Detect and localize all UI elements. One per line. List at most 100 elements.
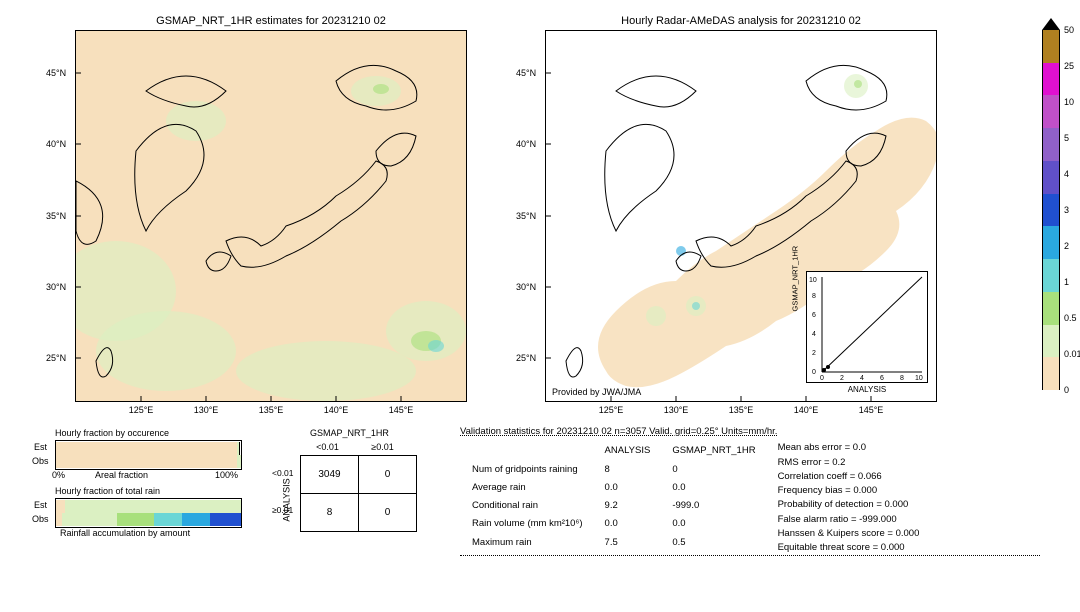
mat-rowhead: ANALYSIS <box>282 478 292 521</box>
row-obs2: Obs <box>32 514 49 524</box>
cell: 0 <box>359 456 417 494</box>
xt: 135°E <box>259 405 284 415</box>
cb-tick: 2 <box>1064 241 1069 251</box>
val-header: Validation statistics for 20231210 02 n=… <box>460 425 1040 439</box>
val-label: Num of gridpoints raining <box>462 462 593 478</box>
map-left-title: GSMAP_NRT_1HR estimates for 20231210 02 <box>76 15 466 27</box>
xt: 130°E <box>664 405 689 415</box>
svg-text:8: 8 <box>812 293 816 300</box>
xt: 125°E <box>129 405 154 415</box>
xt: 140°E <box>794 405 819 415</box>
val-label: Conditional rain <box>462 498 593 514</box>
svg-text:0: 0 <box>820 375 824 382</box>
yt: 35°N <box>516 211 536 221</box>
mr1: ≥0.01 <box>272 505 293 515</box>
val-label: Rain volume (mm km²10⁶) <box>462 516 593 532</box>
val-a: 9.2 <box>595 498 661 514</box>
inset-scatter: 0246810 0246810 ANALYSIS GSMAP_NRT_1HR <box>806 271 928 383</box>
inset-xlabel: ANALYSIS <box>807 385 927 394</box>
xt: 140°E <box>324 405 349 415</box>
yt: 45°N <box>516 68 536 78</box>
svg-text:0: 0 <box>812 369 816 376</box>
score-row: RMS error = 0.2 <box>778 456 920 470</box>
cell: 3049 <box>301 456 359 494</box>
tot-title: Hourly fraction of total rain <box>55 486 160 496</box>
mat-colhead: GSMAP_NRT_1HR <box>310 428 389 438</box>
score-row: Frequency bias = 0.000 <box>778 484 920 498</box>
map-right: Hourly Radar-AMeDAS analysis for 2023121… <box>545 30 937 402</box>
xt: 125°E <box>599 405 624 415</box>
yt: 45°N <box>46 68 66 78</box>
map-right-title: Hourly Radar-AMeDAS analysis for 2023121… <box>546 15 936 27</box>
val-a: 7.5 <box>595 535 661 551</box>
score-row: Mean abs error = 0.0 <box>778 441 920 455</box>
contingency-table: 30490 80 <box>300 455 417 532</box>
val-a: 0.0 <box>595 480 661 496</box>
svg-text:10: 10 <box>915 375 923 382</box>
mc1: ≥0.01 <box>355 442 410 452</box>
vc1: GSMAP_NRT_1HR <box>662 443 765 459</box>
svg-text:4: 4 <box>860 375 864 382</box>
cb-tick: 0.01 <box>1064 349 1080 359</box>
xt: 130°E <box>194 405 219 415</box>
val-scores: Mean abs error = 0.0RMS error = 0.2Corre… <box>778 441 920 555</box>
cb-tick: 25 <box>1064 61 1074 71</box>
cb-tick: 4 <box>1064 169 1069 179</box>
val-table: ANALYSISGSMAP_NRT_1HR Num of gridpoints … <box>460 441 768 553</box>
val-b: -999.0 <box>662 498 765 514</box>
val-a: 8 <box>595 462 661 478</box>
score-row: Correlation coeff = 0.066 <box>778 470 920 484</box>
cb-tick: 10 <box>1064 97 1074 107</box>
colorbar: 00.010.512345102550 <box>1042 30 1060 390</box>
svg-text:2: 2 <box>840 375 844 382</box>
svg-text:4: 4 <box>812 331 816 338</box>
xt: 135°E <box>729 405 754 415</box>
cb-tick: 3 <box>1064 205 1069 215</box>
inset-ylabel: GSMAP_NRT_1HR <box>791 246 800 312</box>
cb-tick: 0 <box>1064 385 1069 395</box>
row-obs: Obs <box>32 456 49 466</box>
validation-block: Validation statistics for 20231210 02 n=… <box>460 425 1040 556</box>
colorbar-overflow-icon <box>1042 18 1060 30</box>
mc0: <0.01 <box>300 442 355 452</box>
yt: 35°N <box>46 211 66 221</box>
map-left-svg <box>76 31 466 401</box>
map-left: GSMAP_NRT_1HR estimates for 20231210 02 … <box>75 30 467 402</box>
yt: 25°N <box>516 353 536 363</box>
val-a: 0.0 <box>595 516 661 532</box>
yt: 40°N <box>46 139 66 149</box>
svg-text:6: 6 <box>812 312 816 319</box>
yt: 25°N <box>46 353 66 363</box>
val-b: 0.0 <box>662 480 765 496</box>
xt1: 100% <box>215 470 238 480</box>
cell: 8 <box>301 494 359 532</box>
vc0: ANALYSIS <box>595 443 661 459</box>
xt0: 0% <box>52 470 65 480</box>
cb-tick: 50 <box>1064 25 1074 35</box>
occurrence-chart <box>55 440 242 470</box>
val-b: 0 <box>662 462 765 478</box>
val-b: 0.5 <box>662 535 765 551</box>
val-b: 0.0 <box>662 516 765 532</box>
cb-tick: 1 <box>1064 277 1069 287</box>
score-row: Hanssen & Kuipers score = 0.000 <box>778 527 920 541</box>
occ-xlabel: Areal fraction <box>95 470 148 480</box>
val-label: Average rain <box>462 480 593 496</box>
score-row: Equitable threat score = 0.000 <box>778 541 920 555</box>
cb-tick: 5 <box>1064 133 1069 143</box>
mr0: <0.01 <box>272 468 294 478</box>
yt: 30°N <box>516 282 536 292</box>
xt: 145°E <box>859 405 884 415</box>
score-row: Probability of detection = 0.000 <box>778 498 920 512</box>
score-row: False alarm ratio = -999.000 <box>778 513 920 527</box>
svg-text:8: 8 <box>900 375 904 382</box>
val-label: Maximum rain <box>462 535 593 551</box>
tot-caption: Rainfall accumulation by amount <box>60 528 190 538</box>
provided-label: Provided by JWA/JMA <box>552 387 641 397</box>
total-chart <box>55 498 242 528</box>
cell: 0 <box>359 494 417 532</box>
row-est2: Est <box>34 500 47 510</box>
occ-title: Hourly fraction by occurence <box>55 428 169 438</box>
xt: 145°E <box>389 405 414 415</box>
svg-text:10: 10 <box>809 277 817 284</box>
